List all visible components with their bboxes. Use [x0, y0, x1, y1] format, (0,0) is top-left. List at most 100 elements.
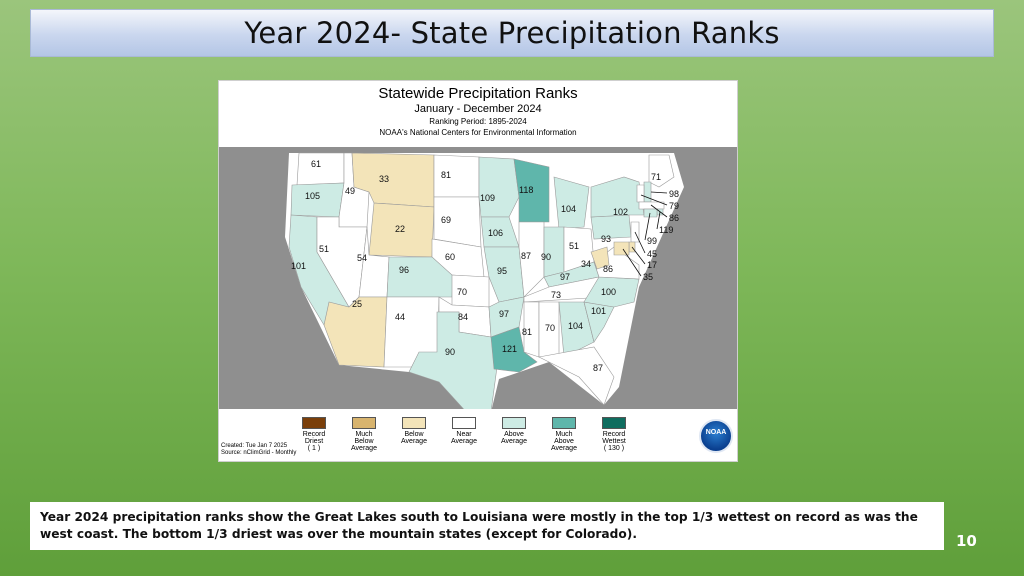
legend-item: Above Average	[489, 417, 539, 445]
state-il	[518, 221, 545, 298]
legend-swatch	[402, 417, 426, 429]
rank-label-al: 70	[545, 323, 555, 333]
legend-item: Near Average	[439, 417, 489, 445]
legend-swatch	[552, 417, 576, 429]
rank-label-mi: 104	[561, 204, 576, 214]
callout-line-nh	[650, 191, 668, 194]
legend-label: Below	[404, 431, 424, 438]
map-header: Statewide Precipitation Ranks January - …	[219, 81, 737, 147]
callout-line-md	[622, 248, 642, 277]
state-mn	[478, 156, 520, 218]
state-me	[648, 154, 675, 188]
legend-swatch	[452, 417, 476, 429]
legend-label: Average	[351, 445, 377, 452]
rank-label-ks: 70	[457, 287, 467, 297]
state-ct	[643, 208, 658, 218]
created-date: Created: Tue Jan 7 2025	[221, 443, 288, 449]
rank-label-sc: 101	[591, 306, 606, 316]
rank-label-ne: 60	[445, 252, 455, 262]
legend-item: Record Wettest( 130 )	[589, 417, 639, 452]
callout-line-ma	[650, 204, 668, 218]
legend-label: Above	[504, 431, 524, 438]
legend-label: Wettest	[602, 438, 626, 445]
precipitation-map-figure: Statewide Precipitation Ranks January - …	[218, 80, 738, 462]
callout-line-ri	[656, 211, 661, 230]
legend-label: Average	[551, 445, 577, 452]
legend-label: ( 130 )	[603, 445, 625, 452]
legend-swatch	[502, 417, 526, 429]
rank-label-ca: 101	[291, 261, 306, 271]
legend-label: Much	[355, 431, 373, 438]
map-area: 61 105 101 49 51 33 22 54 25 96 44 81 69 60 70 84 90 109 1…	[219, 147, 737, 409]
state-md	[613, 241, 630, 256]
rank-label-fl: 87	[593, 363, 603, 373]
rank-label-nd: 81	[441, 170, 451, 180]
legend-label: ( 1 )	[307, 445, 321, 452]
map-title: Statewide Precipitation Ranks	[378, 85, 578, 102]
created-info: Created: Tue Jan 7 2025 Source: nClimGri…	[221, 443, 296, 457]
rank-label-nv: 51	[319, 244, 329, 254]
data-source: Source: nClimGrid - Monthly	[221, 450, 297, 456]
state-nh	[643, 181, 652, 203]
rank-label-nm: 44	[395, 312, 405, 322]
map-subtitle: January - December 2024	[414, 103, 542, 115]
legend-label: Record	[302, 431, 326, 438]
rank-label-ok: 84	[458, 312, 468, 322]
legend-item: Much Below Average	[339, 417, 389, 452]
legend-label: Above	[554, 438, 574, 445]
rank-label-nc: 100	[601, 287, 616, 297]
rank-label-ri: 119	[659, 225, 673, 235]
noaa-logo-text: NOAA	[705, 429, 727, 436]
state-vt	[636, 184, 645, 203]
rank-label-ia: 106	[488, 228, 503, 238]
source-org: NOAA's National Centers for Environmenta…	[379, 128, 577, 137]
legend-label: Much	[555, 431, 573, 438]
rank-label-tx: 90	[445, 347, 455, 357]
rank-label-va: 86	[603, 264, 613, 274]
map-legend: Created: Tue Jan 7 2025 Source: nClimGri…	[219, 409, 737, 461]
legend-item: Much Above Average	[539, 417, 589, 452]
rank-label-mo: 95	[497, 266, 507, 276]
legend-label: Average	[501, 438, 527, 445]
callout-line-de	[631, 246, 646, 265]
legend-swatch	[602, 417, 626, 429]
legend-label: Average	[451, 438, 477, 445]
rank-label-ky: 97	[560, 272, 570, 282]
rank-label-pa: 93	[601, 234, 611, 244]
rank-label-me: 71	[651, 172, 661, 182]
rank-label-ma: 86	[669, 213, 679, 223]
legend-swatch	[352, 417, 376, 429]
rank-label-or: 105	[305, 191, 320, 201]
state-fl	[538, 346, 615, 406]
state-tx	[408, 311, 500, 409]
slide-title: Year 2024- State Precipitation Ranks	[244, 16, 780, 50]
rank-label-ga: 104	[568, 321, 583, 331]
legend-label: Driest	[304, 438, 324, 445]
rank-label-wa: 61	[311, 159, 321, 169]
state-la	[490, 326, 538, 373]
rank-label-wi: 118	[519, 185, 533, 195]
state-wv	[590, 246, 610, 270]
rank-label-ct: 99	[647, 236, 657, 246]
rank-label-wy: 22	[395, 224, 405, 234]
rank-label-ms: 81	[522, 327, 532, 337]
rank-label-wv: 34	[581, 259, 591, 269]
rank-label-ny: 102	[613, 207, 628, 217]
callout-line-vt	[640, 194, 668, 206]
rank-label-nj: 45	[647, 249, 657, 259]
us-states-map: 61 105 101 49 51 33 22 54 25 96 44 81 69 60 70 84 90 109 1…	[285, 152, 684, 409]
state-mi	[553, 176, 590, 230]
legend-item: Below Average	[389, 417, 439, 445]
rank-label-az: 25	[352, 299, 362, 309]
rank-label-mn: 109	[480, 193, 495, 203]
callout-line-nj	[634, 231, 646, 254]
noaa-logo: NOAA	[699, 419, 733, 453]
rank-label-vt: 79	[669, 201, 679, 211]
legend-item: Record Driest( 1 )	[289, 417, 339, 452]
state-wa	[296, 152, 345, 186]
legend-label: Near	[456, 431, 472, 438]
state-ar	[488, 296, 525, 338]
slide-title-bar: Year 2024- State Precipitation Ranks	[30, 9, 994, 57]
rank-label-md: 35	[643, 272, 653, 282]
rank-label-il: 87	[521, 251, 531, 261]
